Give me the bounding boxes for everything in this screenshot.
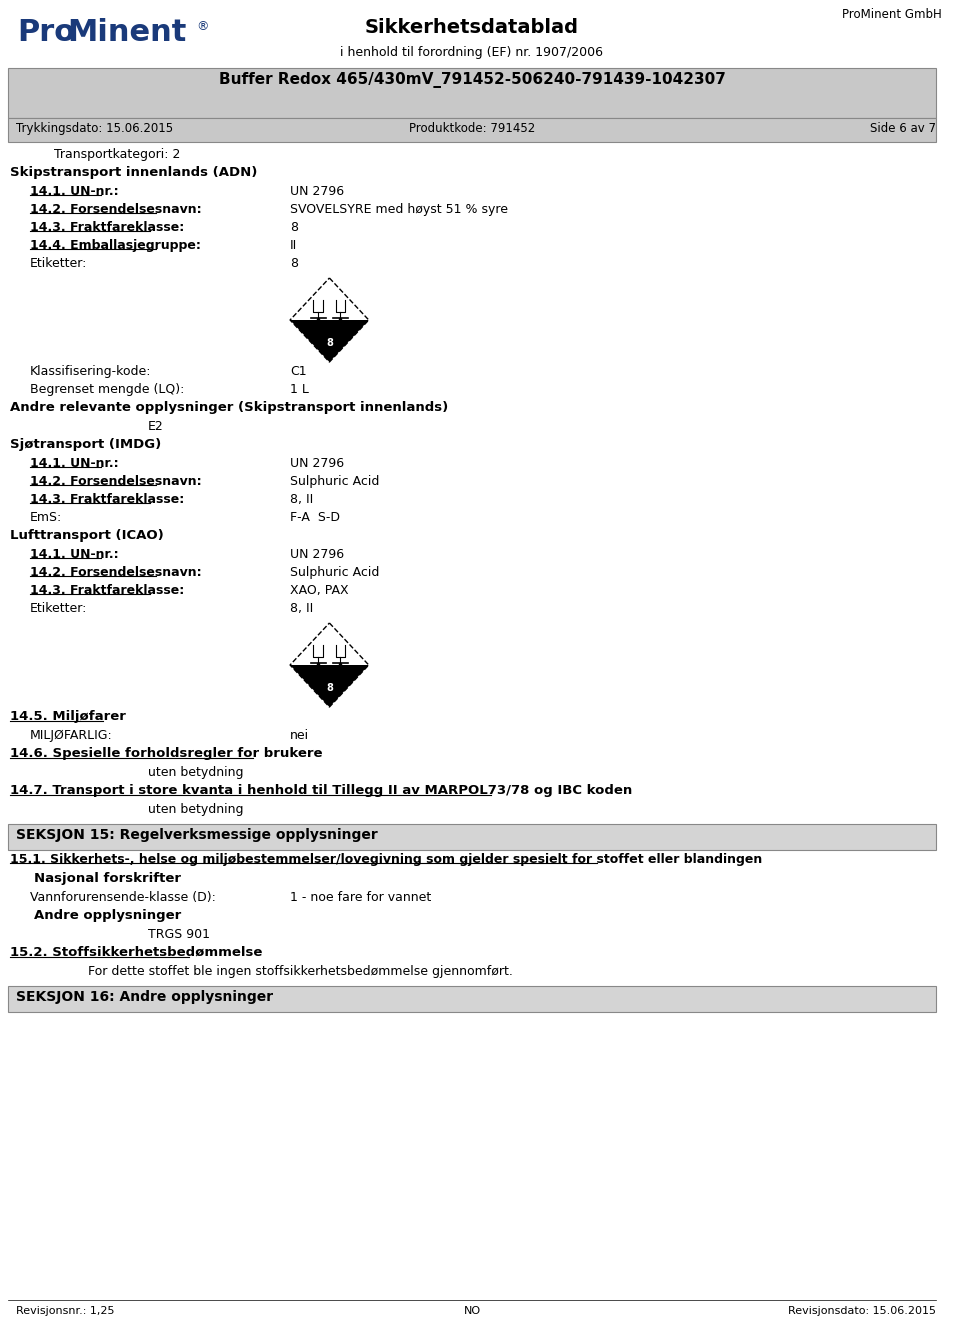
Text: Nasjonal forskrifter: Nasjonal forskrifter (35, 873, 181, 884)
Polygon shape (290, 320, 369, 361)
Text: nei: nei (290, 730, 309, 741)
Text: Klassifisering-kode:: Klassifisering-kode: (30, 365, 151, 377)
Text: Sulphuric Acid: Sulphuric Acid (290, 565, 379, 579)
Text: Sjøtransport (IMDG): Sjøtransport (IMDG) (10, 438, 161, 451)
Text: uten betydning: uten betydning (148, 767, 243, 779)
Text: MILJØFARLIG:: MILJØFARLIG: (30, 730, 112, 741)
Text: E2: E2 (148, 420, 163, 433)
Text: Vannforurensende-klasse (D):: Vannforurensende-klasse (D): (30, 891, 215, 904)
Text: 14.2. Forsendelsesnavn:: 14.2. Forsendelsesnavn: (30, 475, 202, 489)
FancyBboxPatch shape (8, 118, 936, 142)
Text: Minent: Minent (67, 19, 186, 46)
Text: Transportkategori: 2: Transportkategori: 2 (54, 148, 180, 162)
Text: 14.6. Spesielle forholdsregler for brukere: 14.6. Spesielle forholdsregler for bruke… (10, 747, 323, 760)
Text: SEKSJON 16: Andre opplysninger: SEKSJON 16: Andre opplysninger (15, 990, 273, 1004)
Polygon shape (290, 624, 369, 665)
Text: Revisjonsnr.: 1,25: Revisjonsnr.: 1,25 (15, 1305, 114, 1316)
Text: Side 6 av 7: Side 6 av 7 (870, 122, 936, 135)
Text: Andre relevante opplysninger (Skipstransport innenlands): Andre relevante opplysninger (Skipstrans… (10, 401, 448, 414)
FancyBboxPatch shape (8, 824, 936, 850)
Text: Produktkode: 791452: Produktkode: 791452 (409, 122, 535, 135)
Text: 15.2. Stoffsikkerhetsbedømmelse: 15.2. Stoffsikkerhetsbedømmelse (10, 947, 262, 959)
Text: For dette stoffet ble ingen stoffsikkerhetsbedømmelse gjennomført.: For dette stoffet ble ingen stoffsikkerh… (88, 965, 514, 978)
Text: Skipstransport innenlands (ADN): Skipstransport innenlands (ADN) (10, 166, 257, 179)
Text: UN 2796: UN 2796 (290, 457, 345, 470)
Text: 14.5. Miljøfarer: 14.5. Miljøfarer (10, 710, 126, 723)
Text: 14.3. Fraktfareklasse:: 14.3. Fraktfareklasse: (30, 221, 183, 234)
Text: 14.2. Forsendelsesnavn:: 14.2. Forsendelsesnavn: (30, 203, 202, 216)
Text: 14.7. Transport i store kvanta i henhold til Tillegg II av MARPOL73/78 og IBC ko: 14.7. Transport i store kvanta i henhold… (10, 784, 632, 797)
Text: Andre opplysninger: Andre opplysninger (35, 910, 181, 922)
Text: F-A  S-D: F-A S-D (290, 511, 340, 524)
Text: ®: ® (197, 20, 209, 33)
Text: 8, II: 8, II (290, 493, 313, 506)
Text: 8: 8 (326, 338, 333, 348)
Polygon shape (290, 278, 369, 320)
Text: SVOVELSYRE med høyst 51 % syre: SVOVELSYRE med høyst 51 % syre (290, 203, 508, 216)
FancyBboxPatch shape (8, 986, 936, 1012)
Text: NO: NO (464, 1305, 481, 1316)
Text: 14.4. Emballasjegruppe:: 14.4. Emballasjegruppe: (30, 240, 201, 252)
Text: UN 2796: UN 2796 (290, 548, 345, 561)
Text: Etiketter:: Etiketter: (30, 257, 86, 270)
Text: XAO, PAX: XAO, PAX (290, 584, 348, 597)
Text: 1 L: 1 L (290, 383, 309, 396)
Text: Etiketter:: Etiketter: (30, 602, 86, 616)
Text: Sulphuric Acid: Sulphuric Acid (290, 475, 379, 489)
Text: C1: C1 (290, 365, 306, 377)
Text: 8, II: 8, II (290, 602, 313, 616)
Text: Sikkerhetsdatablad: Sikkerhetsdatablad (365, 19, 579, 37)
Polygon shape (290, 665, 369, 707)
Text: 8: 8 (290, 221, 299, 234)
Text: 8: 8 (326, 683, 333, 692)
Text: TRGS 901: TRGS 901 (148, 928, 209, 941)
Text: uten betydning: uten betydning (148, 802, 243, 816)
Text: Revisjonsdato: 15.06.2015: Revisjonsdato: 15.06.2015 (788, 1305, 936, 1316)
Text: SEKSJON 15: Regelverksmessige opplysninger: SEKSJON 15: Regelverksmessige opplysning… (15, 828, 377, 842)
Text: Pro: Pro (17, 19, 76, 46)
Text: EmS:: EmS: (30, 511, 61, 524)
Text: 14.1. UN-nr.:: 14.1. UN-nr.: (30, 457, 118, 470)
FancyBboxPatch shape (8, 68, 936, 118)
Text: Begrenset mengde (LQ):: Begrenset mengde (LQ): (30, 383, 184, 396)
Text: 14.2. Forsendelsesnavn:: 14.2. Forsendelsesnavn: (30, 565, 202, 579)
Text: 1 - noe fare for vannet: 1 - noe fare for vannet (290, 891, 431, 904)
Text: UN 2796: UN 2796 (290, 185, 345, 199)
Text: 15.1. Sikkerhets-, helse og miljøbestemmelser/lovegivning som gjelder spesielt f: 15.1. Sikkerhets-, helse og miljøbestemm… (10, 853, 762, 866)
Text: 8: 8 (290, 257, 299, 270)
Text: Lufttransport (ICAO): Lufttransport (ICAO) (10, 530, 163, 542)
Text: Buffer Redox 465/430mV_791452-506240-791439-1042307: Buffer Redox 465/430mV_791452-506240-791… (219, 71, 726, 87)
Text: 14.3. Fraktfareklasse:: 14.3. Fraktfareklasse: (30, 584, 183, 597)
Text: 14.1. UN-nr.:: 14.1. UN-nr.: (30, 185, 118, 199)
Text: 14.3. Fraktfareklasse:: 14.3. Fraktfareklasse: (30, 493, 183, 506)
Text: i henhold til forordning (EF) nr. 1907/2006: i henhold til forordning (EF) nr. 1907/2… (341, 46, 604, 60)
Text: II: II (290, 240, 298, 252)
Text: ProMinent GmbH: ProMinent GmbH (842, 8, 942, 21)
Text: Trykkingsdato: 15.06.2015: Trykkingsdato: 15.06.2015 (15, 122, 173, 135)
Text: 14.1. UN-nr.:: 14.1. UN-nr.: (30, 548, 118, 561)
